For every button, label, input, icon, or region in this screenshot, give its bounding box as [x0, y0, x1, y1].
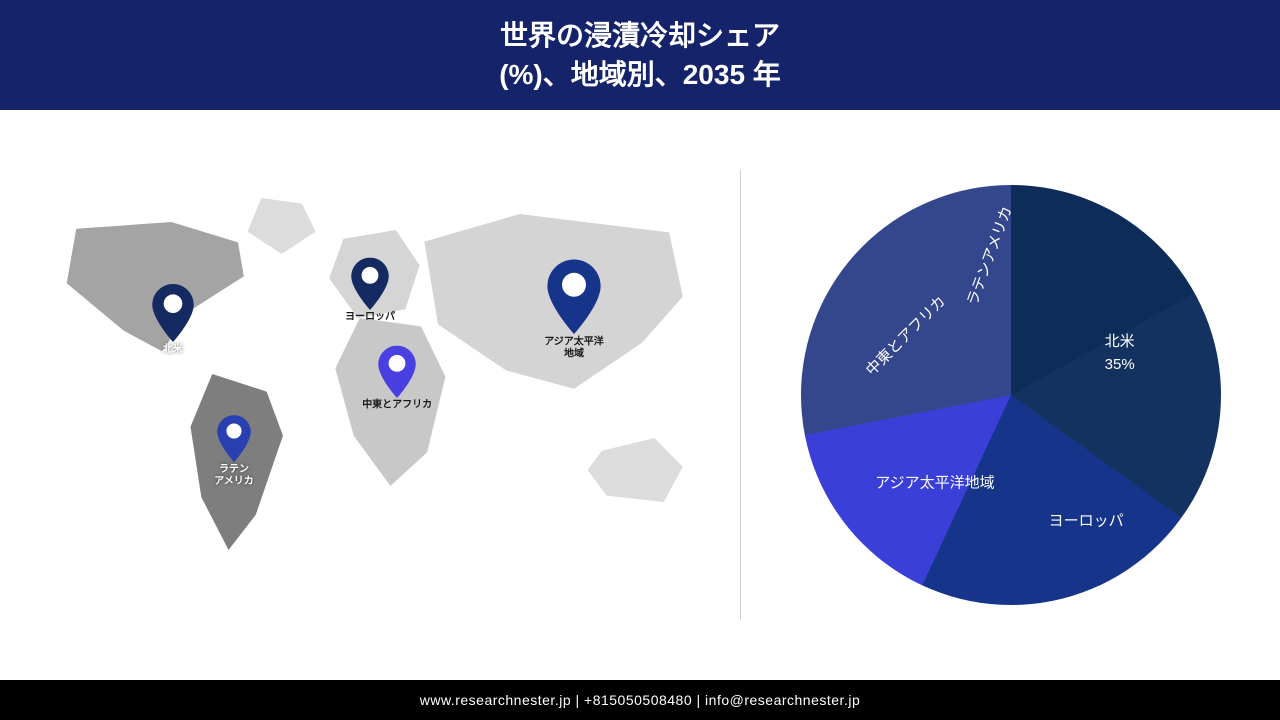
map-pin-icon — [217, 415, 251, 462]
footer-text: www.researchnester.jp | +815050508480 | … — [420, 692, 860, 708]
landmass-greenland — [248, 198, 316, 254]
pie-slice-label: ラテンアメリカ — [962, 204, 1017, 309]
page-title: 世界の浸漬冷却シェア (%)、地域別、2035 年 — [499, 16, 781, 94]
pie-slice-label: ヨーロッパ — [1049, 511, 1124, 532]
pie-chart: 北米35% ヨーロッパ アジア太平洋地域 中東とアフリカラテンアメリカ — [801, 185, 1221, 605]
landmass-sa — [180, 374, 289, 550]
map-pin-label: アジア太平洋地域 — [544, 336, 604, 360]
map-pin-na: 北米 — [152, 284, 194, 342]
world-map: 北米ラテンアメリカ ヨーロッパ中東とアフリカ アジア太平洋地域 — [30, 190, 710, 590]
footer-bar: www.researchnester.jp | +815050508480 | … — [0, 680, 1280, 720]
pie-chart-panel: 北米35% ヨーロッパ アジア太平洋地域 中東とアフリカラテンアメリカ — [741, 110, 1280, 680]
map-pin-mea: 中東とアフリカ — [378, 346, 416, 398]
pie-slice-label: 中東とアフリカ — [861, 292, 950, 381]
map-pin-label: 北米 — [163, 344, 183, 356]
main-content: 北米ラテンアメリカヨーロッパ中東とアフリカアジア太平洋地域 北米35%ヨーロッパ… — [0, 110, 1280, 680]
map-pin-eu: ヨーロッパ — [351, 258, 389, 310]
map-pin-icon — [547, 259, 601, 334]
title-line-2: (%)、地域別、2035 年 — [499, 59, 781, 90]
world-map-panel: 北米ラテンアメリカ ヨーロッパ中東とアフリカ アジア太平洋地域 — [0, 110, 740, 680]
pie-slice-label: 北米35% — [1105, 331, 1135, 375]
map-pin-icon — [152, 284, 194, 342]
map-pin-apac: アジア太平洋地域 — [547, 259, 601, 334]
map-pin-label: ラテンアメリカ — [214, 464, 254, 488]
map-pin-la: ラテンアメリカ — [217, 415, 251, 462]
landmass-au — [588, 438, 683, 502]
map-pin-label: 中東とアフリカ — [362, 400, 432, 412]
title-line-1: 世界の浸漬冷却シェア — [500, 20, 780, 51]
map-pin-icon — [378, 346, 416, 398]
pie-slice-label: アジア太平洋地域 — [875, 473, 994, 494]
map-pin-label: ヨーロッパ — [345, 312, 395, 324]
map-pin-icon — [351, 258, 389, 310]
header-banner: 世界の浸漬冷却シェア (%)、地域別、2035 年 — [0, 0, 1280, 110]
